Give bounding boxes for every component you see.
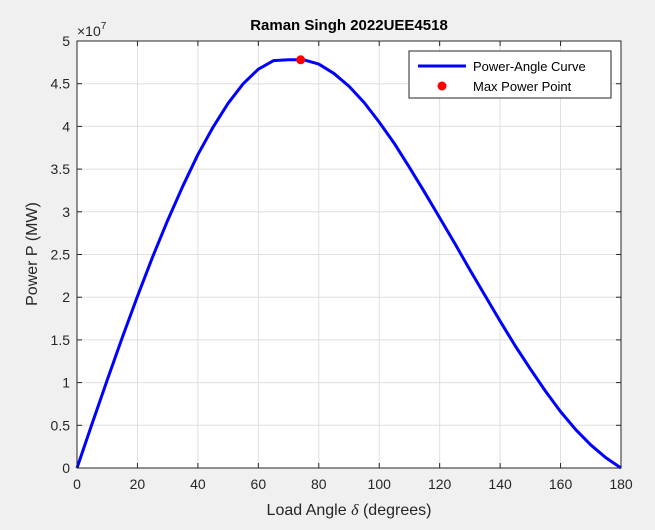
y-tick-label: 4.5 — [51, 76, 71, 92]
max-power-point-marker — [296, 55, 306, 65]
x-tick-label: 140 — [488, 476, 512, 492]
legend: Power-Angle Curve Max Power Point — [408, 50, 612, 99]
chart-title: Raman Singh 2022UEE4518 — [250, 17, 448, 34]
x-axis-label-prefix: Load Angle — [267, 502, 352, 519]
y-exponent-base: ×10 — [77, 23, 101, 39]
y-tick-label: 0 — [62, 460, 70, 476]
x-tick-label: 160 — [549, 476, 573, 492]
y-tick-label: 2.5 — [51, 247, 71, 263]
ticks: 0 20 40 60 80 100 120 140 160 180 0 0.5 1 1.5 2 2.5 3 3.5… — [51, 33, 633, 492]
legend-label-max: Max Power Point — [473, 79, 572, 94]
y-axis-label: Power P (MW) — [24, 202, 41, 306]
y-exponent-power: 7 — [101, 21, 107, 32]
y-tick-label: 1.5 — [51, 332, 71, 348]
x-axis-label: Load Angle δ (degrees) — [267, 502, 432, 519]
y-axis-exponent: ×107 — [77, 21, 107, 39]
y-tick-label: 3 — [62, 204, 70, 220]
y-tick-label: 0.5 — [51, 417, 71, 433]
y-tick-label: 5 — [62, 33, 70, 49]
x-tick-label: 100 — [368, 476, 392, 492]
y-tick-label: 3.5 — [51, 161, 71, 177]
y-tick-label: 1 — [62, 375, 70, 391]
power-angle-curve-line — [75, 58, 622, 470]
x-tick-label: 0 — [73, 476, 81, 492]
x-tick-label: 180 — [609, 476, 633, 492]
x-tick-label: 20 — [130, 476, 146, 492]
legend-label-curve: Power-Angle Curve — [473, 59, 586, 74]
x-axis-label-suffix: (degrees) — [359, 502, 432, 519]
x-tick-label: 40 — [190, 476, 206, 492]
series-layer — [75, 55, 622, 470]
legend-marker-swatch — [437, 81, 447, 91]
x-tick-label: 60 — [251, 476, 267, 492]
x-tick-label: 120 — [428, 476, 452, 492]
x-tick-label: 80 — [311, 476, 327, 492]
delta-symbol: δ — [351, 502, 359, 519]
y-tick-label: 2 — [62, 289, 70, 305]
y-tick-label: 4 — [62, 118, 70, 134]
